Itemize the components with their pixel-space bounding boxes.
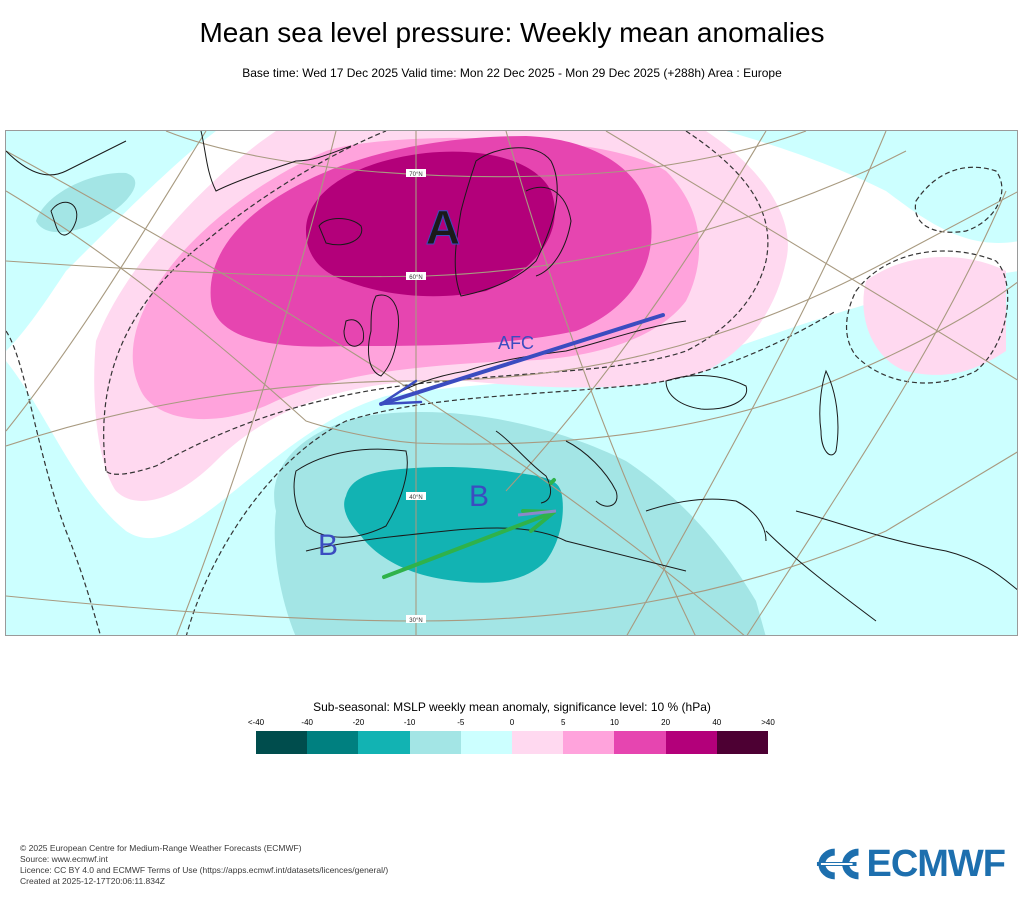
significance-contour-north-east (105, 131, 769, 475)
afc-arrow-shaft (379, 313, 665, 406)
low-pressure-label-med: B (469, 480, 489, 513)
legend-tick: -10 (403, 718, 416, 727)
legend-swatch (409, 731, 461, 754)
significance-contour-south (6, 330, 102, 635)
footer-copyright: © 2025 European Centre for Medium-Range … (20, 843, 302, 853)
legend-tick: <-40 (247, 718, 265, 727)
coast-east-med (645, 498, 767, 542)
grid-labels: 70°N 60°N 40°N 30°N (406, 169, 426, 624)
coast-balkans (565, 440, 618, 507)
diagonal-grid-2 (6, 150, 745, 635)
meridian-40w (6, 131, 207, 432)
afc-label: AFC (498, 333, 534, 353)
diagonal-grid (605, 131, 1017, 381)
legend-tick: >40 (761, 718, 775, 727)
grid-label-60n: 60°N (409, 275, 422, 281)
legend-tick: 0 (509, 718, 515, 727)
anomaly-region-pos20 (306, 151, 555, 297)
parallel-30n (6, 451, 1017, 622)
legend-swatch (307, 731, 359, 754)
grid-label-bg-40n (406, 492, 426, 500)
coast-finland (525, 186, 572, 277)
significance-contour-east (845, 250, 1009, 384)
coast-black-sea (665, 375, 748, 410)
low-pressure-label-atlantic: B (318, 529, 338, 562)
legend-ticks: <-40 -40 -20 -10 -5 0 5 10 20 40 >40 (248, 718, 775, 730)
map-canvas: 70°N 60°N 40°N 30°N A AFC B B (6, 131, 1017, 635)
anomaly-region-neg10-newfoundland (36, 172, 136, 233)
high-pressure-label: A (426, 202, 461, 255)
coast-greenland (200, 131, 352, 192)
meridian-40e (505, 131, 767, 492)
green-arrow-head-lower (529, 510, 556, 533)
meridian-20e (505, 131, 696, 635)
ecmwf-logo-icon (816, 848, 859, 880)
coast-europe-north (385, 320, 687, 402)
legend-swatch (512, 731, 564, 754)
purple-bar-mark (517, 509, 557, 517)
legend-tick: 20 (661, 718, 671, 727)
grid-label-30n: 30°N (409, 618, 422, 624)
footer-source: Source: www.ecmwf.int (20, 854, 108, 864)
coast-iberia (293, 448, 408, 538)
legend-swatch (614, 731, 666, 754)
parallel-40n (6, 190, 1017, 445)
coast-uk (368, 294, 400, 377)
afc-arrow-head-upper (379, 379, 418, 406)
coast-ireland (343, 319, 365, 347)
ecmwf-logo-text: ECMWF (866, 843, 1006, 885)
legend-swatch (256, 731, 308, 754)
grid-label-bg-60n (406, 272, 426, 280)
meridian-20w (176, 131, 337, 635)
anomaly-region-neg20-core (344, 466, 563, 583)
legend-swatch (358, 731, 410, 754)
grid-label-bg-70n (406, 169, 426, 177)
coast-scandinavia (454, 147, 558, 297)
chart-title: Mean sea level pressure: Weekly mean ano… (199, 17, 825, 48)
footer-credits: © 2025 European Centre for Medium-Range … (20, 843, 388, 887)
coast-caspian (819, 369, 839, 456)
coast-arabia (795, 510, 1017, 591)
coast-newfoundland (50, 201, 78, 236)
meridian-60e (626, 131, 887, 635)
footer-licence: Licence: CC BY 4.0 and ECMWF Terms of Us… (20, 865, 389, 875)
legend-swatch (460, 731, 513, 754)
chart-subtitle: Base time: Wed 17 Dec 2025 Valid time: M… (242, 66, 782, 80)
coast-red-sea (765, 530, 877, 622)
coast-labrador (6, 140, 127, 176)
legend-tick: 40 (712, 718, 722, 727)
legend-tick: -40 (301, 718, 313, 727)
legend-swatch (563, 731, 615, 754)
significance-contour-ne (914, 166, 1003, 233)
parallel-70n (165, 131, 807, 178)
legend-tick: 5 (560, 718, 566, 727)
meridian-80e (746, 190, 1007, 635)
grid-label-70n: 70°N (409, 172, 422, 178)
ecmwf-logo: ECMWF (813, 843, 1006, 885)
green-arrow-tip-mark (549, 478, 556, 485)
legend-title: Sub-seasonal: MSLP weekly mean anomaly, … (313, 700, 711, 714)
anomaly-region-neg5-west (6, 131, 216, 351)
anomaly-region-pos0-east (863, 257, 1006, 375)
coast-iceland (318, 218, 363, 246)
afc-arrow-head-lower (379, 400, 423, 406)
anomaly-region-neg5-northeast (726, 131, 1017, 243)
green-arrow-shaft (382, 510, 556, 579)
legend-tick: 10 (609, 718, 619, 727)
legend-tick: -20 (352, 718, 365, 727)
grid-label-bg-30n (406, 615, 426, 623)
grid-label-40n: 40°N (409, 495, 422, 501)
legend-swatch (665, 731, 717, 754)
footer-created: Created at 2025-12-17T20:06:11.834Z (20, 876, 165, 886)
legend-swatch (716, 731, 769, 754)
afc-arrow (379, 313, 665, 406)
anomaly-map: 70°N 60°N 40°N 30°N A AFC B B (5, 130, 1018, 636)
coast-italy (495, 430, 552, 504)
legend-colorbar (256, 731, 769, 754)
parallel-60n (6, 150, 907, 278)
legend-tick: -5 (457, 718, 465, 727)
significance-contour-med (185, 310, 837, 635)
